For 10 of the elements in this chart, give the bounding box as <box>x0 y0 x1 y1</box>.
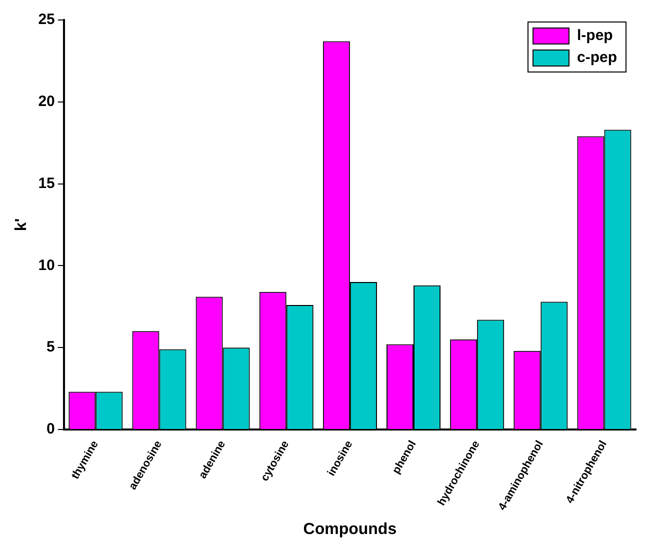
legend-label: c-pep <box>576 49 618 66</box>
y-tick-label: 5 <box>46 338 55 356</box>
y-axis-title: k' <box>13 218 30 232</box>
y-tick-label: 0 <box>46 420 55 438</box>
x-axis-title: Compounds <box>303 520 397 538</box>
y-tick-label: 10 <box>38 256 55 274</box>
y-tick-label: 20 <box>38 93 55 110</box>
y-tick-label: 15 <box>38 174 55 192</box>
legend-label: l-pep <box>576 27 613 44</box>
y-tick-label: 25 <box>38 11 55 28</box>
